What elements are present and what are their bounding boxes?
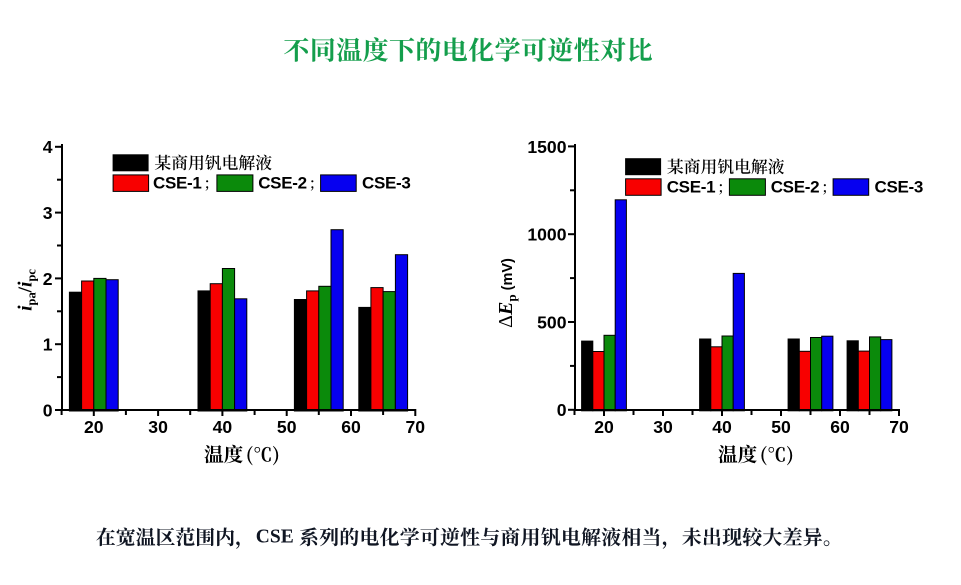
svg-text:CSE-1: CSE-1 — [153, 174, 202, 193]
svg-text:50: 50 — [771, 417, 791, 437]
svg-text:40: 40 — [213, 417, 233, 437]
svg-text:CSE: CSE — [256, 527, 294, 548]
svg-text:2: 2 — [43, 269, 53, 289]
svg-text:1000: 1000 — [527, 225, 566, 245]
svg-text:CSE-3: CSE-3 — [875, 178, 924, 197]
svg-text:1: 1 — [43, 335, 53, 355]
svg-text:ΔEp (mV): ΔEp (mV) — [495, 258, 519, 328]
svg-text:CSE-3: CSE-3 — [362, 174, 411, 193]
svg-text:CSE-2: CSE-2 — [258, 174, 307, 193]
svg-text:60: 60 — [830, 417, 850, 437]
svg-text:4: 4 — [43, 137, 53, 157]
svg-text:500: 500 — [537, 312, 567, 332]
svg-text:1500: 1500 — [527, 137, 566, 157]
svg-text:0: 0 — [43, 400, 53, 420]
svg-text:20: 20 — [84, 417, 104, 437]
svg-text:30: 30 — [148, 417, 168, 437]
svg-text:30: 30 — [653, 417, 673, 437]
svg-text:70: 70 — [889, 417, 909, 437]
svg-text:ipa/ipc: ipa/ipc — [16, 269, 39, 311]
svg-text:50: 50 — [277, 417, 297, 437]
svg-text:CSE-2: CSE-2 — [771, 178, 820, 197]
svg-text:0: 0 — [557, 400, 567, 420]
svg-text:20: 20 — [594, 417, 614, 437]
svg-text:70: 70 — [406, 417, 426, 437]
svg-text:40: 40 — [712, 417, 732, 437]
svg-text:3: 3 — [43, 203, 53, 223]
svg-text:CSE-1: CSE-1 — [667, 178, 716, 197]
svg-text:60: 60 — [341, 417, 361, 437]
